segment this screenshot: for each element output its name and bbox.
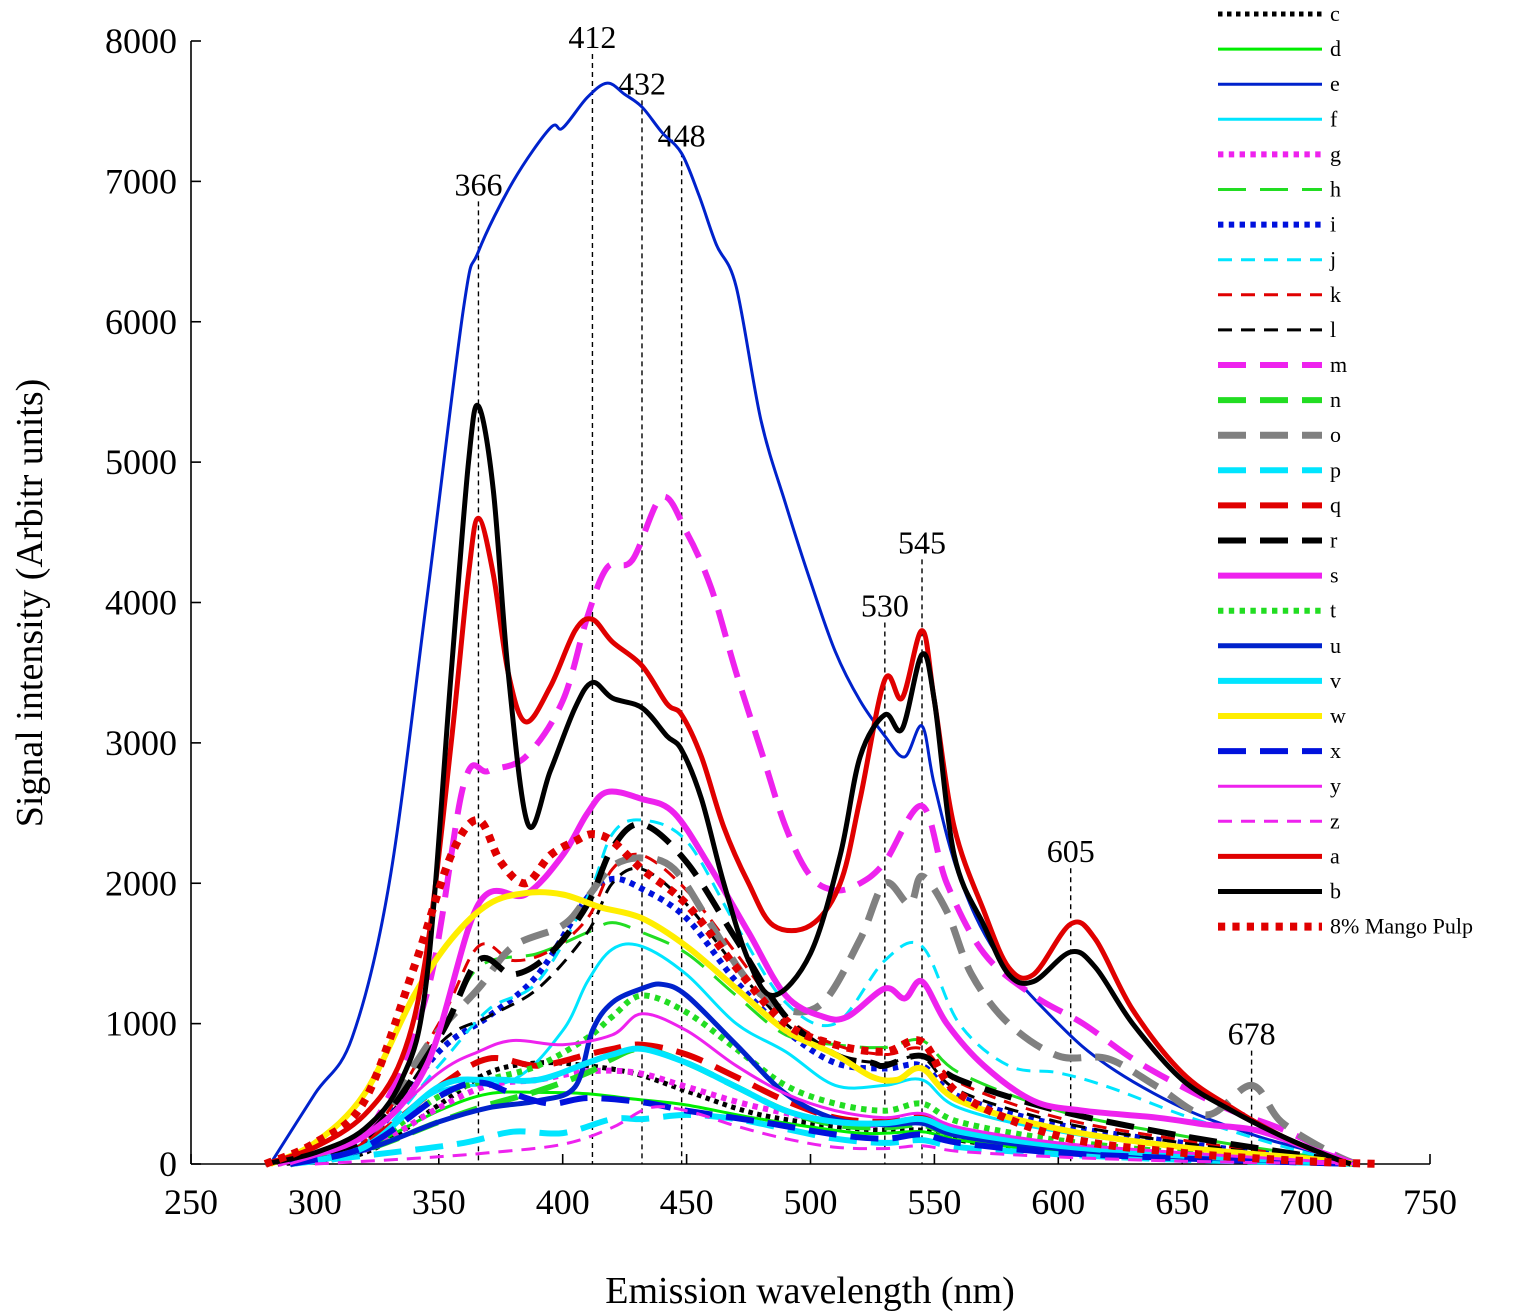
legend-label-w: w [1330,703,1346,728]
legend-label-m: m [1330,352,1347,377]
y-tick-label: 0 [159,1144,177,1184]
legend-label-n: n [1330,387,1341,412]
series-line-8-mango-pulp [263,816,1381,1168]
peak-label-366: 366 [454,166,502,202]
legend-label-o: o [1330,422,1341,447]
legend-label-f: f [1330,106,1338,131]
x-tick-label: 400 [536,1182,590,1222]
x-tick-label: 450 [660,1182,714,1222]
legend-label-q: q [1330,492,1341,517]
legend-label-p: p [1330,457,1341,482]
legend-label-k: k [1330,282,1341,307]
y-tick-label: 7000 [105,161,177,201]
series-line-e [269,81,1352,1166]
series-line-k [289,852,1356,1166]
y-tick-label: 6000 [105,302,177,342]
y-tick-label: 3000 [105,723,177,763]
series-line-v [289,1045,1356,1167]
series-line-a [264,515,1352,1167]
series-line-y [289,1012,1356,1166]
legend-label-u: u [1330,633,1341,658]
legend-label-d: d [1330,36,1341,61]
x-tick-label: 550 [907,1182,961,1222]
y-tick-label: 1000 [105,1004,177,1044]
legend-label-g: g [1330,141,1341,166]
peak-label-545: 545 [898,524,946,560]
x-tick-label: 750 [1403,1182,1457,1222]
legend-label-j: j [1329,247,1336,272]
series-line-o [289,854,1358,1168]
x-tick-label: 600 [1031,1182,1085,1222]
legend-label-c: c [1330,1,1340,26]
x-axis-title: Emission wavelength (nm) [605,1270,1014,1312]
legend-label-e: e [1330,71,1340,96]
legend-label-i: i [1330,212,1336,237]
axes: 250 300 350 400 450 500 550 600 650 700 750 0 1000 20… [105,21,1457,1222]
series-line-r [289,821,1357,1167]
peak-label-530: 530 [861,588,909,624]
series-line-j [289,818,1357,1166]
y-tick-label: 5000 [105,442,177,482]
x-tick-label: 300 [288,1182,342,1222]
series-line-z [314,1105,1356,1166]
legend-label-r: r [1330,528,1338,553]
legend-label-y: y [1330,773,1341,798]
legend-label-a: a [1330,843,1340,868]
series-line-b [264,402,1352,1167]
x-tick-label: 700 [1279,1182,1333,1222]
series-lines [263,81,1381,1168]
y-tick-label: 8000 [105,21,177,61]
x-tick-label: 650 [1155,1182,1209,1222]
legend-label-v: v [1330,668,1341,693]
legend-label-s: s [1330,563,1339,588]
legend-label-t: t [1330,598,1336,623]
legend-label-b: b [1330,879,1341,904]
legend-label-l: l [1330,317,1336,342]
x-tick-label: 350 [412,1182,466,1222]
x-tick-label: 500 [784,1182,838,1222]
legend-label-z: z [1330,808,1340,833]
peak-label-412: 412 [568,19,616,55]
peak-label-605: 605 [1047,833,1095,869]
peak-label-678: 678 [1228,1016,1276,1052]
y-tick-label: 4000 [105,583,177,623]
legend-label-8-mango-pulp: 8% Mango Pulp [1330,914,1473,939]
x-tick-label: 250 [164,1182,218,1222]
series-line-s [276,788,1357,1167]
legend-label-x: x [1330,738,1341,763]
legend-label-h: h [1330,177,1341,202]
series-line-m [289,493,1357,1167]
y-axis-title: Signal intensity (Arbitr units) [9,379,51,828]
series-line-x [289,1079,1356,1167]
y-tick-label: 2000 [105,863,177,903]
